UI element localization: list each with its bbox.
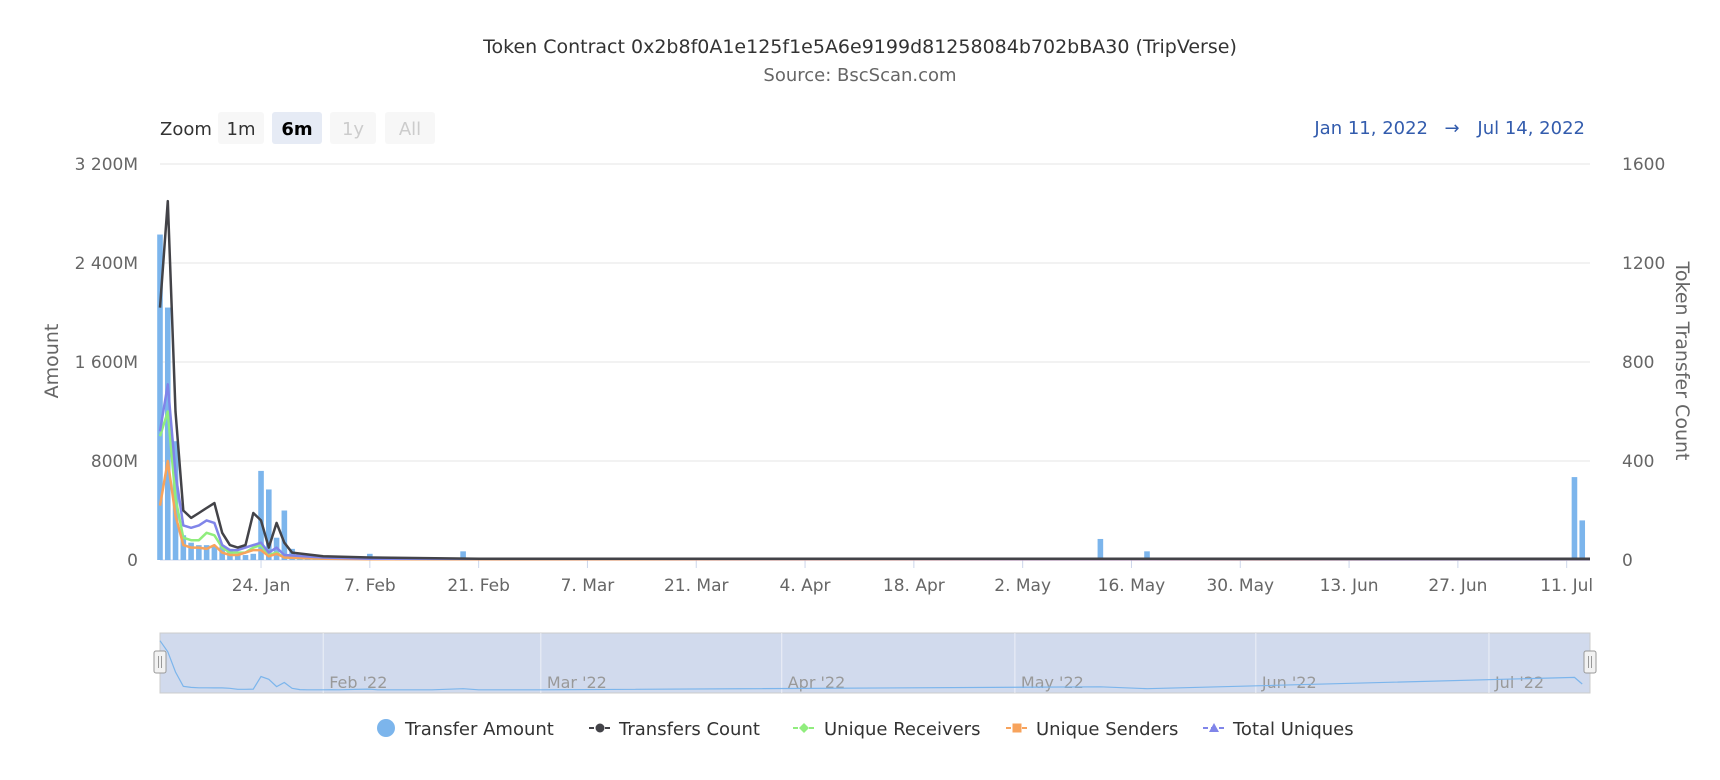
- navigator-label: Mar '22: [547, 673, 607, 692]
- x-tick-label: 13. Jun: [1320, 576, 1379, 596]
- range-to-input[interactable]: Jul 14, 2022: [1476, 118, 1585, 139]
- bar: [266, 489, 272, 560]
- bar: [1144, 551, 1150, 560]
- legend-label: Transfers Count: [618, 719, 760, 740]
- navigator-label: Jun '22: [1261, 673, 1317, 692]
- zoom-button-label: All: [399, 119, 421, 140]
- x-tick-label: 2. May: [994, 576, 1051, 596]
- y-right-tick-label: 0: [1622, 551, 1633, 571]
- bar: [157, 234, 163, 560]
- bar: [164, 307, 171, 560]
- bar: [203, 545, 210, 560]
- legend-item-unique-senders[interactable]: Unique Senders: [1006, 719, 1178, 740]
- x-tick-label: 24. Jan: [232, 576, 291, 596]
- bar: [211, 546, 218, 560]
- zoom-button-1y[interactable]: 1y: [330, 112, 376, 144]
- series-line-transfers-count: [158, 199, 1590, 561]
- bar: [1579, 520, 1586, 560]
- y-right-tick-label: 1200: [1622, 254, 1665, 274]
- y-left-tick-label: 0: [127, 551, 138, 571]
- y-left-axis-title: Amount: [41, 324, 63, 399]
- zoom-button-label: 1m: [227, 119, 256, 140]
- legend-label: Total Uniques: [1232, 719, 1354, 740]
- zoom-button-label: 6m: [281, 119, 312, 140]
- y-right-tick-label: 1600: [1622, 155, 1665, 175]
- legend-symbol: [595, 723, 605, 733]
- series-line-total-uniques: [158, 383, 1591, 561]
- legend-item-total-uniques[interactable]: Total Uniques: [1203, 719, 1354, 740]
- y-left-tick-label: 1 600M: [75, 353, 138, 373]
- navigator-label: Jul '22: [1494, 673, 1544, 692]
- zoom-label: Zoom: [160, 119, 212, 140]
- x-tick-label: 11. Jul: [1540, 576, 1593, 596]
- y-right-axis-title: Token Transfer Count: [1671, 261, 1693, 461]
- bar: [1571, 477, 1578, 560]
- series-line-unique-receivers: [158, 410, 1591, 561]
- navigator-right-handle[interactable]: [1583, 650, 1597, 674]
- bar: [1097, 538, 1104, 560]
- legend-symbol: [377, 719, 395, 737]
- navigator-label: May '22: [1021, 673, 1084, 692]
- date-range: Jan 11, 2022 → Jul 14, 2022: [1313, 118, 1585, 139]
- bar: [234, 555, 241, 560]
- bar: [196, 545, 202, 560]
- bar: [250, 553, 257, 560]
- x-tick-label: 7. Mar: [561, 576, 615, 596]
- navigator-label: Apr '22: [788, 673, 846, 692]
- legend-label: Unique Receivers: [824, 719, 980, 740]
- legend-item-transfers-count[interactable]: Transfers Count: [589, 719, 760, 740]
- series-line-unique-senders: [158, 459, 1591, 561]
- y-right-tick-label: 800: [1622, 353, 1654, 373]
- legend: Transfer Amount Transfers Count Unique R…: [377, 719, 1354, 740]
- legend-symbol: [799, 723, 809, 733]
- range-from-input[interactable]: Jan 11, 2022: [1313, 118, 1428, 139]
- y-left-tick-label: 3 200M: [75, 155, 138, 175]
- x-tick-label: 21. Feb: [447, 576, 510, 596]
- bar: [281, 510, 288, 560]
- legend-item-transfer-amount[interactable]: Transfer Amount: [377, 719, 554, 740]
- legend-item-unique-receivers[interactable]: Unique Receivers: [793, 719, 980, 740]
- x-tick-label: 7. Feb: [344, 576, 396, 596]
- y-left-tick-label: 800M: [91, 452, 138, 472]
- bar: [258, 470, 264, 560]
- x-tick-label: 30. May: [1206, 576, 1274, 596]
- navigator[interactable]: Feb '22 Mar '22 Apr '22 May '22 Jun '22 Jul '…: [153, 632, 1597, 694]
- zoom-button-all[interactable]: All: [385, 112, 435, 144]
- legend-symbol: [1012, 723, 1022, 733]
- plot-area: 0 0 800M 400 1 600M 800 2 400M 1200 3 200M 1600 24…: [75, 155, 1666, 596]
- navigator-series: [159, 640, 1583, 691]
- zoom-control: Zoom 1m 6m 1y All: [160, 112, 435, 144]
- bar: [188, 542, 194, 560]
- x-tick-label: 4. Apr: [780, 576, 831, 596]
- range-arrow: →: [1444, 118, 1459, 139]
- chart-subtitle: Source: BscScan.com: [763, 65, 956, 86]
- y-right-tick-label: 400: [1622, 452, 1654, 472]
- legend-label: Transfer Amount: [404, 719, 554, 740]
- zoom-button-label: 1y: [342, 119, 364, 140]
- x-tick-label: 18. Apr: [883, 576, 945, 596]
- x-tick-label: 21. Mar: [664, 576, 729, 596]
- legend-label: Unique Senders: [1036, 719, 1178, 740]
- bar: [180, 535, 187, 560]
- navigator-label: Feb '22: [329, 673, 387, 692]
- y-left-tick-label: 2 400M: [75, 254, 138, 274]
- legend-symbol: [1209, 723, 1219, 732]
- x-tick-label: 27. Jun: [1428, 576, 1487, 596]
- bar: [242, 555, 249, 560]
- zoom-button-6m[interactable]: 6m: [272, 112, 322, 144]
- bar: [460, 551, 466, 560]
- navigator-left-handle[interactable]: [153, 650, 167, 674]
- chart-title: Token Contract 0x2b8f0A1e125f1e5A6e9199d…: [482, 36, 1237, 58]
- x-tick-label: 16. May: [1098, 576, 1166, 596]
- zoom-button-1m[interactable]: 1m: [218, 112, 264, 144]
